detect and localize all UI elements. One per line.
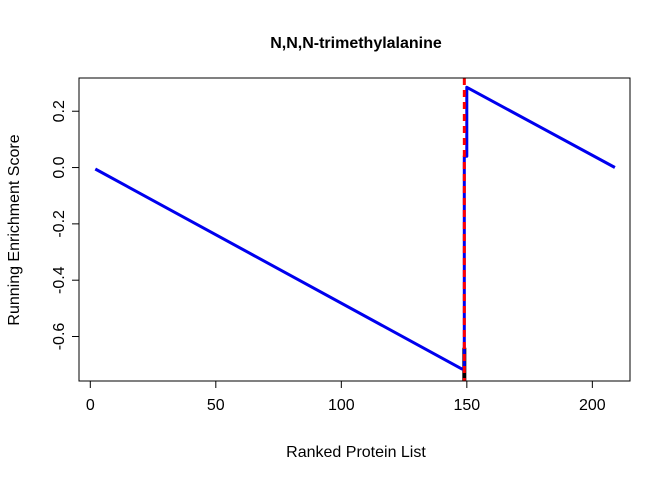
- series-layer: [94, 85, 616, 371]
- chart-title: N,N,N-trimethylalanine: [270, 35, 442, 52]
- x-tick-label: 150: [453, 397, 480, 414]
- enrichment-score-line: [94, 85, 616, 371]
- y-axis: -0.6 -0.4 -0.2 0.0 0.2: [51, 100, 80, 351]
- plot-frame: [78, 77, 631, 382]
- x-tick-label: 50: [207, 397, 225, 414]
- x-tick-label: 200: [579, 397, 606, 414]
- y-tick-label: -0.6: [51, 323, 68, 351]
- x-axis-label: Ranked Protein List: [286, 444, 426, 461]
- y-tick-label: -0.4: [51, 266, 68, 294]
- y-tick-label: 0.0: [51, 156, 68, 178]
- y-axis-label: Running Enrichment Score: [6, 134, 23, 325]
- y-tick-label: -0.2: [51, 210, 68, 238]
- x-tick-label: 100: [328, 397, 355, 414]
- x-tick-label: 0: [86, 397, 95, 414]
- y-tick-label: 0.2: [51, 100, 68, 122]
- x-axis: 0 50 100 150 200: [86, 380, 606, 414]
